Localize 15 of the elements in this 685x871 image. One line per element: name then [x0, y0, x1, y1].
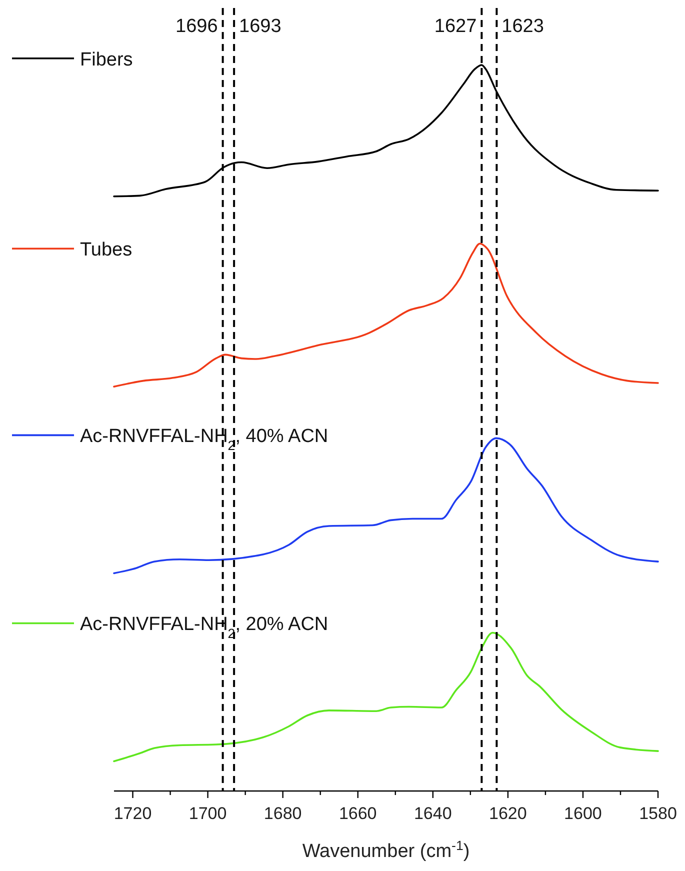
x-tick-label: 1680 [264, 804, 302, 823]
x-tick-label: 1700 [188, 804, 227, 823]
ref-line-label: 1627 [434, 16, 477, 37]
ref-line-label: 1693 [239, 16, 282, 37]
x-tick-label: 1580 [639, 804, 677, 823]
x-tick-label: 1640 [414, 804, 452, 823]
ref-line-label: 1696 [176, 16, 218, 37]
x-axis-title: Wavenumber (cm$^{-1}$) [302, 838, 470, 862]
x-tick-label: 1600 [564, 804, 602, 823]
legend-label: Tubes [80, 240, 132, 261]
x-tick-label: 1620 [489, 804, 527, 823]
x-tick-label: 1720 [114, 804, 152, 823]
ref-line-label: 1623 [502, 16, 544, 37]
legend-label: Fibers [80, 49, 133, 70]
x-tick-label: 1660 [338, 804, 377, 823]
